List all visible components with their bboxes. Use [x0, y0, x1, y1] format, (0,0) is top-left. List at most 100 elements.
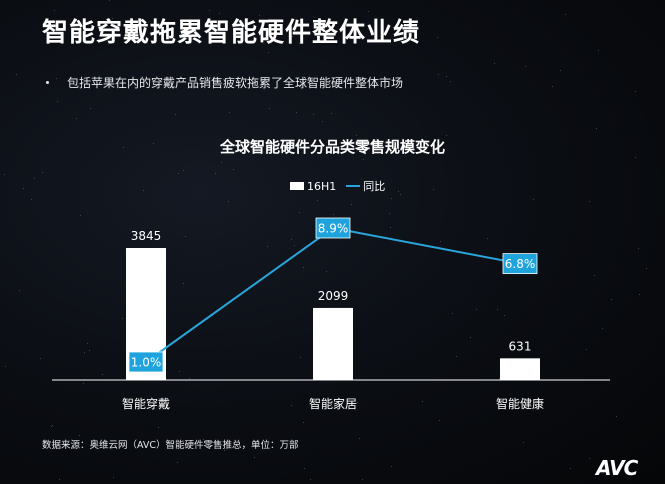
star-dot [268, 52, 269, 53]
star-dot [422, 401, 423, 402]
star-dot [178, 173, 179, 174]
star-dot [294, 245, 295, 246]
star-dot [267, 246, 268, 247]
star-dot [525, 342, 526, 343]
star-dot [259, 15, 260, 16]
star-dot [4, 174, 5, 175]
star-dot [229, 112, 230, 113]
star-dot [533, 199, 534, 200]
star-dot [303, 422, 304, 423]
yoy-value-label: 1.0% [131, 356, 162, 370]
star-dot [113, 477, 114, 478]
star-dot [19, 290, 20, 291]
star-dot [391, 466, 392, 467]
star-dot [363, 159, 364, 160]
star-dot [52, 425, 53, 426]
star-dot [189, 378, 190, 379]
star-dot [213, 77, 214, 78]
star-dot [446, 135, 447, 136]
star-dot [34, 178, 35, 179]
star-dot [499, 378, 500, 379]
star-dot [143, 190, 144, 191]
category-label: 智能家居 [309, 396, 357, 411]
star-dot [552, 86, 553, 87]
star-dot [470, 337, 471, 338]
star-dot [565, 14, 566, 15]
star-dot [89, 350, 90, 351]
star-dot [525, 66, 526, 67]
star-dot [83, 383, 84, 384]
star-dot [153, 143, 154, 144]
star-dot [80, 215, 81, 216]
star-dot [102, 374, 103, 375]
star-dot [560, 70, 561, 71]
star-dot [624, 469, 625, 470]
star-dot [292, 36, 293, 37]
star-dot [158, 427, 159, 428]
star-dot [79, 435, 80, 436]
star-dot [57, 101, 58, 102]
star-dot [175, 114, 176, 115]
star-dot [589, 201, 590, 202]
star-dot [42, 172, 43, 173]
star-dot [494, 63, 495, 64]
star-dot [331, 113, 332, 114]
star-dot [616, 416, 617, 417]
star-dot [224, 450, 225, 451]
star-dot [112, 18, 113, 19]
star-dot [56, 78, 57, 79]
bar-value-label: 3845 [131, 229, 162, 243]
bullet-text: 包括苹果在内的穿戴产品销售疲软拖累了全球智能硬件整体市场 [67, 76, 404, 90]
star-dot [433, 189, 434, 190]
star-dot [598, 50, 599, 51]
star-dot [390, 227, 391, 228]
star-dot [400, 194, 401, 195]
star-dot [450, 81, 451, 82]
data-source-note: 数据来源：奥维云网（AVC）智能硬件零售推总，单位：万部 [42, 440, 299, 451]
star-dot [368, 11, 369, 12]
star-dot [52, 448, 53, 449]
star-dot [328, 25, 329, 26]
star-dot [185, 236, 186, 237]
star-dot [215, 173, 216, 174]
star-dot [639, 294, 640, 295]
star-dot [476, 309, 477, 310]
star-dot [117, 24, 118, 25]
star-dot [304, 468, 305, 469]
star-dot [40, 358, 41, 359]
star-dot [122, 318, 123, 319]
star-dot [254, 457, 255, 458]
legend-line-swatch [346, 185, 361, 187]
star-dot [152, 401, 153, 402]
legend-bar-swatch [290, 182, 304, 190]
star-dot [611, 299, 612, 300]
star-dot [303, 267, 304, 268]
star-dot [438, 74, 439, 75]
bullet-icon [46, 81, 49, 84]
bar-value-label: 2099 [318, 289, 349, 303]
star-dot [439, 420, 440, 421]
yoy-point-box [315, 217, 351, 239]
bar-2 [313, 307, 353, 380]
star-dot [326, 271, 327, 272]
star-dot [296, 112, 297, 113]
star-dot [90, 108, 91, 109]
star-dot [487, 238, 488, 239]
star-dot [333, 214, 334, 215]
star-dot [317, 200, 318, 201]
legend-label-bar: 16H1 [307, 179, 337, 193]
star-dot [5, 366, 6, 367]
star-dot [299, 212, 300, 213]
yoy-value-label: 8.9% [318, 222, 349, 236]
star-dot [570, 468, 571, 469]
star-dot [123, 147, 124, 148]
star-dot [646, 268, 647, 269]
star-dot [291, 239, 292, 240]
chart-title: 全球智能硬件分品类零售规模变化 [219, 138, 445, 156]
bar-3 [500, 358, 540, 380]
star-dot [359, 438, 360, 439]
star-dot [602, 328, 603, 329]
category-label: 智能健康 [496, 396, 544, 411]
